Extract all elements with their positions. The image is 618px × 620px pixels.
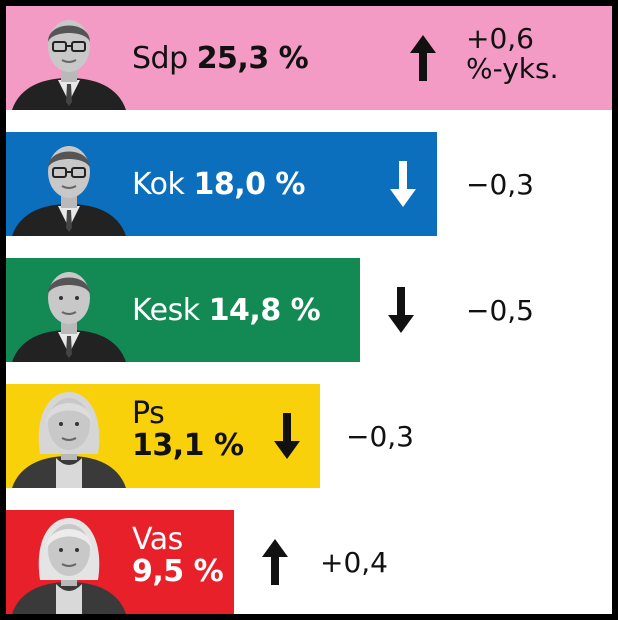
party-name: Kesk — [132, 293, 200, 328]
party-name: Vas — [132, 522, 183, 557]
value-label: 18,0 % — [193, 167, 305, 202]
value-label: 13,1 % — [132, 428, 244, 464]
portrait-kesk — [6, 258, 132, 362]
arrow-up-icon — [408, 33, 438, 87]
change-unit: %-yks. — [466, 52, 559, 86]
value-label: 9,5 % — [132, 554, 224, 590]
change-label-sdp: +0,6 %-yks. — [466, 22, 559, 86]
bar-label-kesk: Kesk 14,8 % — [132, 293, 321, 328]
bar-ps: Ps 13,1 % — [6, 384, 320, 488]
arrow-down-icon — [386, 285, 416, 339]
arrow-down-icon — [272, 411, 302, 465]
portrait-vas — [6, 510, 132, 614]
party-name: Sdp — [132, 41, 188, 76]
bar-kesk: Kesk 14,8 % — [6, 258, 360, 362]
bar-sdp: Sdp 25,3 % — [6, 6, 612, 110]
bar-kok: Kok 18,0 % — [6, 132, 437, 236]
change-label-kesk: −0,5 — [466, 294, 534, 327]
bar-label-kok: Kok 18,0 % — [132, 170, 305, 200]
change-label-vas: +0,4 — [320, 546, 388, 579]
poll-bar-chart: Sdp 25,3 % +0,6 %-yks. Kok 18,0 % −0,3 Kesk 1… — [6, 6, 612, 614]
arrow-up-icon — [260, 537, 290, 591]
change-value: +0,6 — [466, 22, 534, 55]
change-value: +0,4 — [320, 546, 388, 579]
party-name: Kok — [132, 167, 185, 202]
bar-label-sdp: Sdp 25,3 % — [132, 41, 309, 76]
value-label: 25,3 % — [196, 41, 309, 76]
change-label-kok: −0,3 — [466, 168, 534, 201]
portrait-ps — [6, 384, 132, 488]
party-name: Ps — [132, 396, 165, 431]
change-label-ps: −0,3 — [346, 420, 414, 453]
value-label: 14,8 % — [208, 293, 321, 328]
portrait-sdp — [6, 6, 132, 110]
change-value: −0,3 — [346, 420, 414, 453]
bar-label-ps: Ps 13,1 % — [132, 396, 244, 464]
change-value: −0,3 — [466, 168, 534, 201]
arrow-down-icon — [388, 159, 418, 213]
change-value: −0,5 — [466, 294, 534, 327]
bar-label-vas: Vas 9,5 % — [132, 522, 224, 590]
bar-vas: Vas 9,5 % — [6, 510, 234, 614]
portrait-kok — [6, 132, 132, 236]
